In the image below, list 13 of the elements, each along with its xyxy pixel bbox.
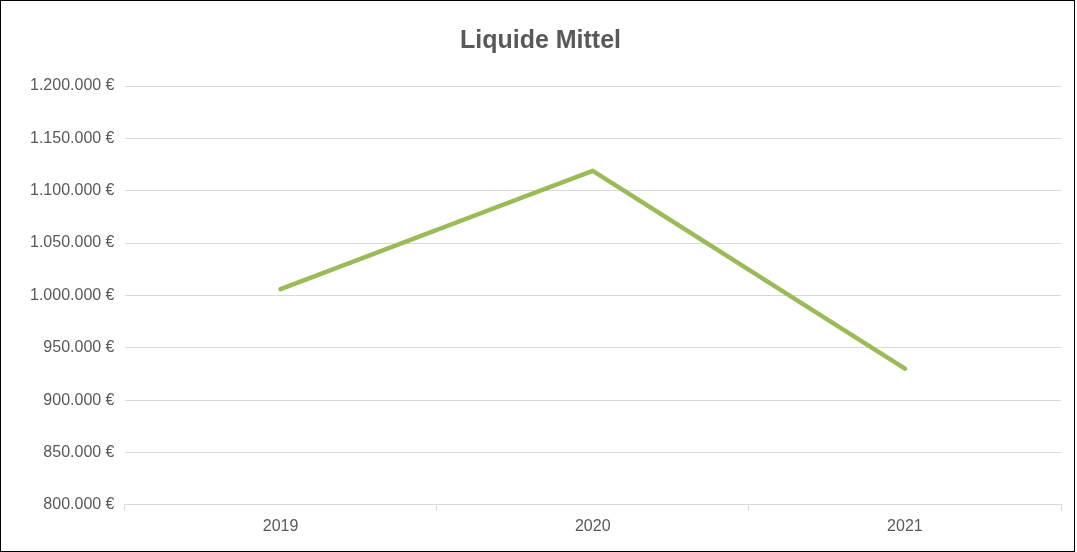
y-tick-label: 900.000 € (43, 390, 115, 408)
y-tick-label: 1.150.000 € (29, 128, 115, 146)
y-tick-label: 1.200.000 € (29, 76, 115, 94)
chart-title: Liquide Mittel (459, 24, 622, 53)
y-tick-label: 1.100.000 € (29, 181, 115, 199)
x-tick-label: 2021 (887, 516, 923, 534)
y-tick-label: 1.050.000 € (29, 233, 115, 251)
y-tick-label: 950.000 € (43, 338, 115, 356)
y-tick-label: 1.000.000 € (29, 285, 115, 303)
x-tick-label: 2019 (262, 516, 299, 534)
y-tick-label: 800.000 € (43, 495, 115, 513)
y-tick-label: 850.000 € (43, 442, 115, 460)
x-tick-label: 2020 (574, 516, 611, 534)
